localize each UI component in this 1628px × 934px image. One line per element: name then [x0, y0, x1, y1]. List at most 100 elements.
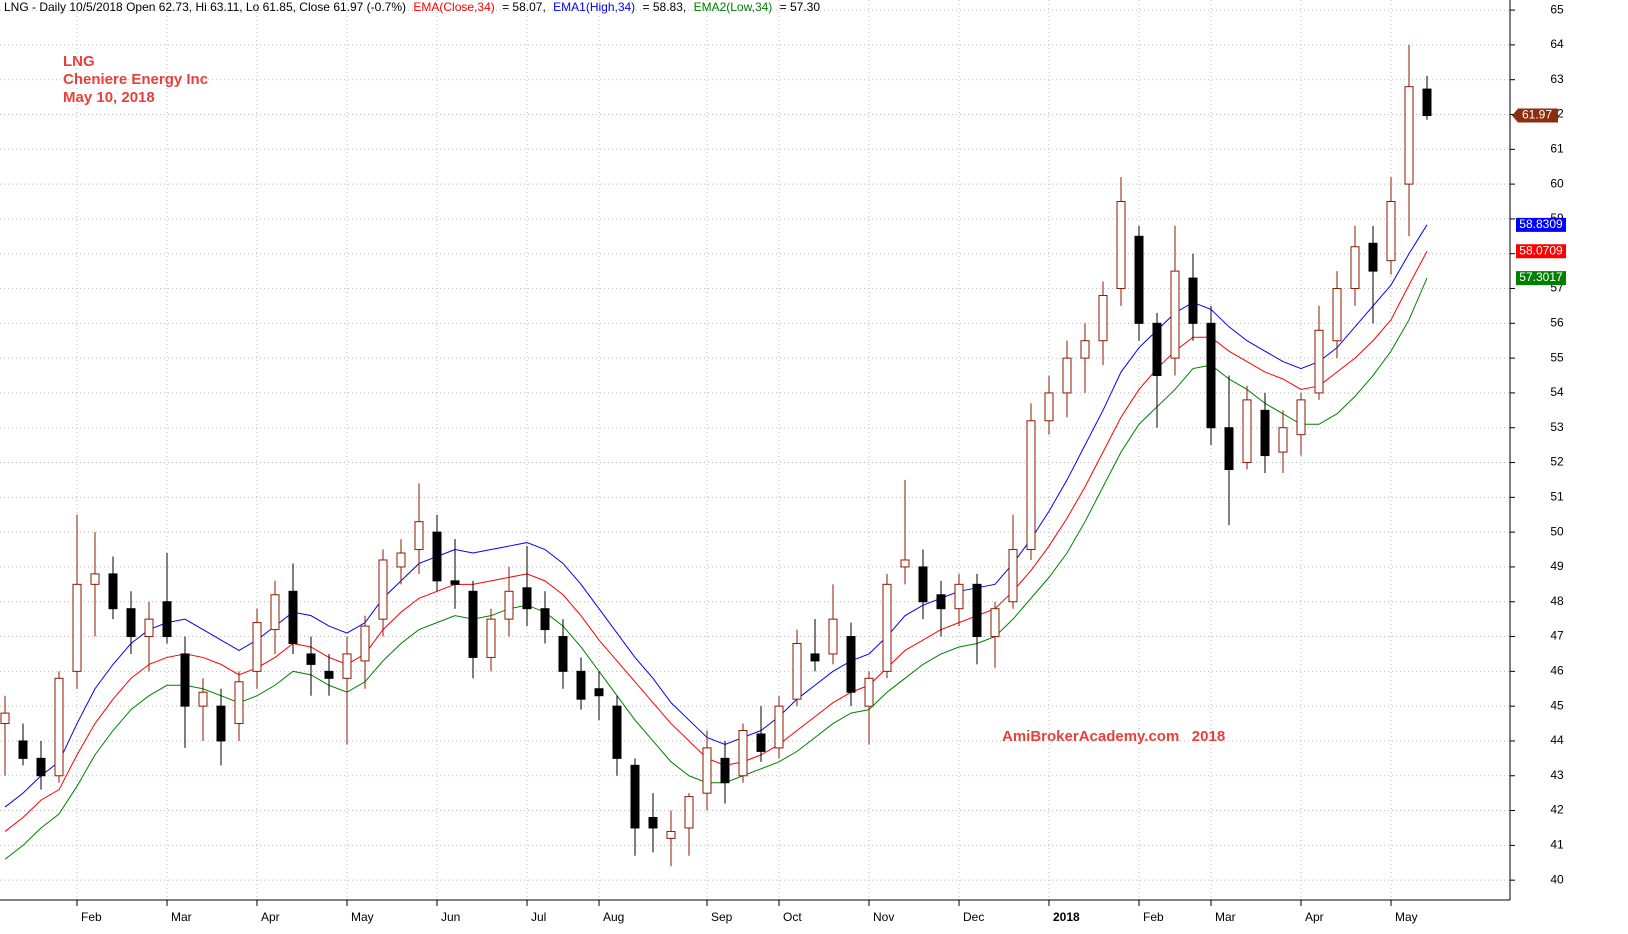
- watermark: AmiBrokerAcademy.com 2018: [1002, 728, 1225, 745]
- header-ema1: EMA1(High,34): [553, 0, 635, 14]
- x-tick-label: Nov: [873, 910, 894, 924]
- y-tick-label: 50: [1550, 524, 1564, 538]
- candle-body: [576, 670, 586, 700]
- header-ema2-value: = 57.30: [780, 0, 821, 14]
- header-ema2: EMA2(Low,34): [694, 0, 773, 14]
- candle-body: [1116, 201, 1126, 290]
- value-tag-box: [1516, 244, 1566, 259]
- candle-body: [1188, 277, 1198, 324]
- candle-body: [1350, 246, 1360, 290]
- candle-body: [18, 740, 28, 759]
- candle-body: [504, 590, 514, 620]
- candles: [0, 44, 1432, 867]
- candle-body: [1044, 392, 1054, 422]
- header-ema: EMA(Close,34): [413, 0, 494, 14]
- candle-body: [234, 681, 244, 725]
- candle-body: [720, 757, 730, 784]
- header-ema1-value: = 58.83,: [643, 0, 687, 14]
- candle-body: [774, 705, 784, 749]
- candle-body: [90, 573, 100, 585]
- candle-body: [1296, 399, 1306, 436]
- x-tick-label: Apr: [261, 910, 280, 924]
- candle-body: [342, 653, 352, 679]
- value-tag: 61.97: [1512, 108, 1558, 123]
- x-tick-label: 2018: [1053, 910, 1080, 924]
- candle-body: [684, 796, 694, 829]
- y-tick-label: 60: [1550, 176, 1564, 190]
- x-tick-label: Jun: [441, 910, 460, 924]
- candle-body: [972, 583, 982, 638]
- y-tick-label: 42: [1550, 803, 1564, 817]
- x-tick-label: Mar: [1215, 910, 1236, 924]
- candle-body: [1170, 270, 1180, 359]
- x-tick-label: May: [351, 910, 374, 924]
- candle-body: [360, 625, 370, 662]
- y-tick-label: 63: [1550, 72, 1564, 86]
- candle-body: [1098, 294, 1108, 342]
- candle-body: [612, 705, 622, 759]
- y-tick-label: 49: [1550, 559, 1564, 573]
- candle-body: [414, 521, 424, 551]
- x-tick-label: Apr: [1305, 910, 1324, 924]
- candle-body: [1026, 420, 1036, 551]
- candle-body: [270, 594, 280, 631]
- candle-body: [162, 601, 172, 638]
- candle-body: [450, 580, 460, 585]
- annotation: May 10, 2018: [63, 89, 155, 106]
- y-tick-label: 44: [1550, 733, 1564, 747]
- annotation: LNG: [63, 53, 95, 70]
- candle-body: [594, 688, 604, 697]
- candle-body: [1152, 322, 1162, 377]
- candle-body: [180, 653, 190, 707]
- candle-body: [1368, 242, 1378, 272]
- value-tag-label: 61.97: [1522, 108, 1552, 122]
- y-tick-label: 46: [1550, 664, 1564, 678]
- candle-body: [144, 618, 154, 638]
- candle-body: [1080, 340, 1090, 359]
- candle-body: [1386, 201, 1396, 262]
- candle-body: [1422, 88, 1432, 117]
- candle-body: [252, 622, 262, 672]
- candle-body: [126, 608, 136, 638]
- candle-body: [1062, 357, 1072, 394]
- y-tick-label: 65: [1550, 2, 1564, 16]
- y-tick-label: 64: [1550, 37, 1564, 51]
- y-tick-label: 40: [1550, 872, 1564, 886]
- candle-body: [288, 590, 298, 645]
- x-tick-label: Aug: [603, 910, 624, 924]
- y-tick-label: 45: [1550, 698, 1564, 712]
- header-text: LNG - Daily 10/5/2018 Open 62.73, Hi 63.…: [4, 0, 406, 14]
- candle-body: [216, 705, 226, 742]
- candle-body: [666, 830, 676, 839]
- candle-body: [54, 677, 64, 777]
- annotation: Cheniere Energy Inc: [63, 71, 208, 88]
- candle-body: [1260, 409, 1270, 457]
- y-tick-label: 43: [1550, 768, 1564, 782]
- y-tick-label: 56: [1550, 315, 1564, 329]
- x-tick-label: Feb: [81, 910, 102, 924]
- value-tag-label: 58.8309: [1519, 217, 1563, 231]
- candle-body: [828, 618, 838, 655]
- candle-body: [558, 636, 568, 672]
- candle-body: [864, 677, 874, 707]
- candle-body: [936, 594, 946, 610]
- y-tick-label: 53: [1550, 420, 1564, 434]
- candle-body: [540, 608, 550, 631]
- axis-labels: 4041424344454647484950515253545556575859…: [76, 2, 1566, 924]
- candle-body: [36, 757, 46, 777]
- candle-body: [792, 643, 802, 700]
- candle-body: [468, 590, 478, 658]
- candle-body: [1404, 86, 1414, 185]
- candle-body: [1224, 427, 1234, 470]
- x-tick-label: Jul: [531, 910, 546, 924]
- x-tick-label: May: [1395, 910, 1418, 924]
- x-tick-label: Dec: [963, 910, 984, 924]
- candle-body: [954, 583, 964, 610]
- candle-body: [756, 733, 766, 752]
- candle-body: [1242, 399, 1252, 464]
- x-tick-label: Mar: [171, 910, 192, 924]
- y-tick-label: 48: [1550, 594, 1564, 608]
- header: LNG - Daily 10/5/2018 Open 62.73, Hi 63.…: [4, 0, 820, 14]
- candle-body: [198, 691, 208, 707]
